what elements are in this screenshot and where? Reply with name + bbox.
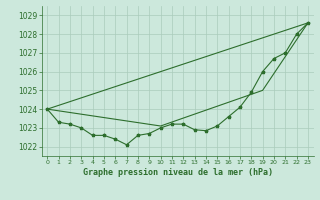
X-axis label: Graphe pression niveau de la mer (hPa): Graphe pression niveau de la mer (hPa): [83, 168, 273, 177]
